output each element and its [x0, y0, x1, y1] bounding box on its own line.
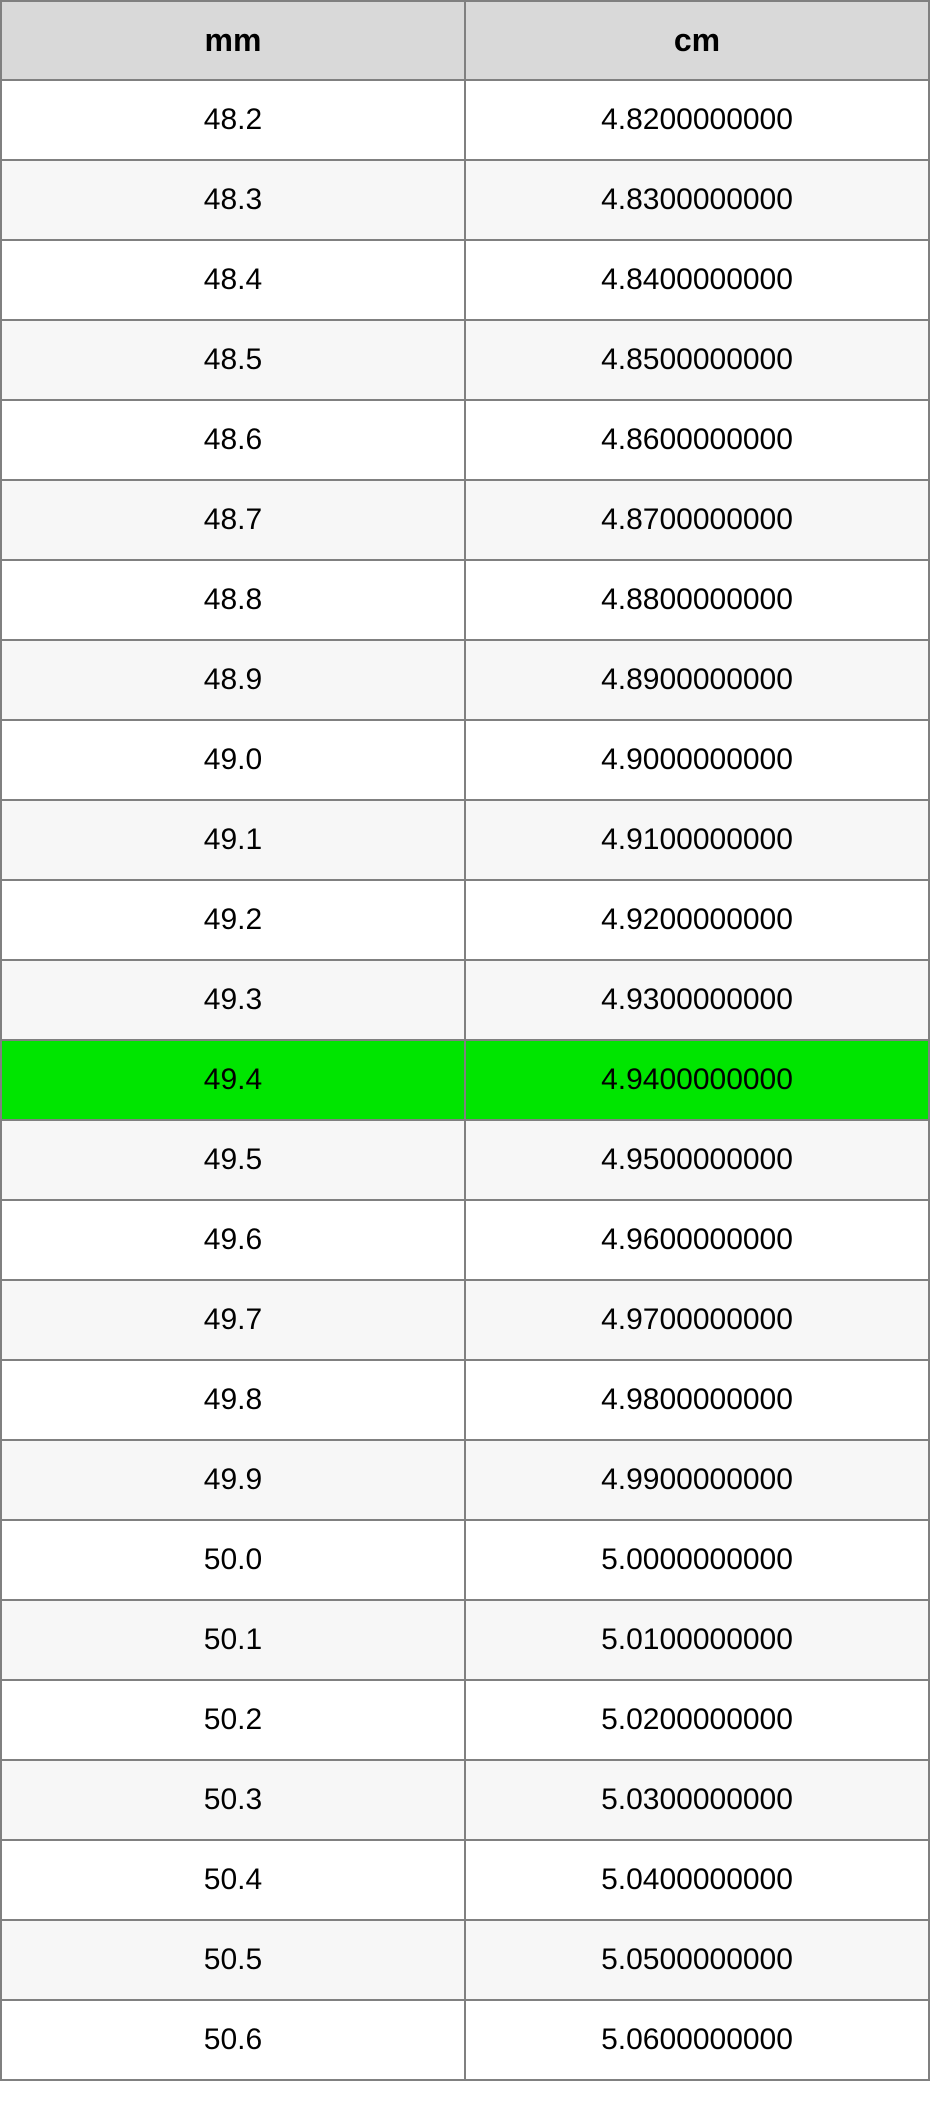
table-row: 50.4 5.0400000000 — [1, 1840, 929, 1920]
table-row: 48.4 4.8400000000 — [1, 240, 929, 320]
table-row: 49.0 4.9000000000 — [1, 720, 929, 800]
cell-cm: 4.8800000000 — [465, 560, 929, 640]
table-row: 50.6 5.0600000000 — [1, 2000, 929, 2080]
cell-cm: 5.0300000000 — [465, 1760, 929, 1840]
cell-mm: 48.6 — [1, 400, 465, 480]
cell-cm: 4.9000000000 — [465, 720, 929, 800]
cell-mm: 48.2 — [1, 80, 465, 160]
table-row: 49.9 4.9900000000 — [1, 1440, 929, 1520]
table-row: 48.7 4.8700000000 — [1, 480, 929, 560]
cell-mm: 49.8 — [1, 1360, 465, 1440]
table-row: 50.5 5.0500000000 — [1, 1920, 929, 2000]
table-row: 50.0 5.0000000000 — [1, 1520, 929, 1600]
table-row: 49.1 4.9100000000 — [1, 800, 929, 880]
cell-mm: 49.1 — [1, 800, 465, 880]
cell-mm: 49.5 — [1, 1120, 465, 1200]
cell-cm: 4.8600000000 — [465, 400, 929, 480]
cell-cm: 4.9400000000 — [465, 1040, 929, 1120]
cell-cm: 4.8300000000 — [465, 160, 929, 240]
cell-cm: 5.0500000000 — [465, 1920, 929, 2000]
cell-cm: 5.0100000000 — [465, 1600, 929, 1680]
cell-cm: 4.8900000000 — [465, 640, 929, 720]
table-row: 49.6 4.9600000000 — [1, 1200, 929, 1280]
cell-cm: 5.0400000000 — [465, 1840, 929, 1920]
cell-mm: 50.0 — [1, 1520, 465, 1600]
cell-mm: 49.9 — [1, 1440, 465, 1520]
cell-cm: 4.9200000000 — [465, 880, 929, 960]
cell-cm: 4.9700000000 — [465, 1280, 929, 1360]
cell-cm: 4.9600000000 — [465, 1200, 929, 1280]
table-body: 48.2 4.8200000000 48.3 4.8300000000 48.4… — [1, 80, 929, 2080]
cell-mm: 49.3 — [1, 960, 465, 1040]
cell-mm: 50.1 — [1, 1600, 465, 1680]
table-row: 50.1 5.0100000000 — [1, 1600, 929, 1680]
cell-mm: 49.0 — [1, 720, 465, 800]
cell-cm: 4.9100000000 — [465, 800, 929, 880]
cell-mm: 49.2 — [1, 880, 465, 960]
cell-cm: 4.9500000000 — [465, 1120, 929, 1200]
table-row: 49.7 4.9700000000 — [1, 1280, 929, 1360]
table-row: 48.9 4.8900000000 — [1, 640, 929, 720]
cell-mm: 49.7 — [1, 1280, 465, 1360]
cell-cm: 5.0600000000 — [465, 2000, 929, 2080]
cell-cm: 4.9800000000 — [465, 1360, 929, 1440]
table-row: 49.2 4.9200000000 — [1, 880, 929, 960]
cell-cm: 4.8700000000 — [465, 480, 929, 560]
cell-mm: 48.9 — [1, 640, 465, 720]
cell-mm: 48.3 — [1, 160, 465, 240]
table-row: 48.5 4.8500000000 — [1, 320, 929, 400]
cell-mm: 50.5 — [1, 1920, 465, 2000]
cell-cm: 4.8200000000 — [465, 80, 929, 160]
cell-mm: 50.6 — [1, 2000, 465, 2080]
table-row: 49.3 4.9300000000 — [1, 960, 929, 1040]
table-row: 48.2 4.8200000000 — [1, 80, 929, 160]
cell-mm: 50.2 — [1, 1680, 465, 1760]
table-row: 48.3 4.8300000000 — [1, 160, 929, 240]
cell-mm: 49.4 — [1, 1040, 465, 1120]
conversion-table: mm cm 48.2 4.8200000000 48.3 4.830000000… — [0, 0, 930, 2081]
cell-mm: 49.6 — [1, 1200, 465, 1280]
table-row: 48.8 4.8800000000 — [1, 560, 929, 640]
column-header-mm: mm — [1, 1, 465, 80]
table-row: 50.3 5.0300000000 — [1, 1760, 929, 1840]
cell-mm: 48.5 — [1, 320, 465, 400]
cell-cm: 4.9900000000 — [465, 1440, 929, 1520]
table-row: 48.6 4.8600000000 — [1, 400, 929, 480]
table-header-row: mm cm — [1, 1, 929, 80]
cell-cm: 4.8500000000 — [465, 320, 929, 400]
column-header-cm: cm — [465, 1, 929, 80]
cell-mm: 50.4 — [1, 1840, 465, 1920]
cell-cm: 5.0000000000 — [465, 1520, 929, 1600]
table-row: 49.5 4.9500000000 — [1, 1120, 929, 1200]
table-row: 50.2 5.0200000000 — [1, 1680, 929, 1760]
cell-mm: 48.8 — [1, 560, 465, 640]
cell-mm: 50.3 — [1, 1760, 465, 1840]
cell-cm: 5.0200000000 — [465, 1680, 929, 1760]
cell-mm: 48.4 — [1, 240, 465, 320]
cell-cm: 4.9300000000 — [465, 960, 929, 1040]
table-row: 49.8 4.9800000000 — [1, 1360, 929, 1440]
cell-cm: 4.8400000000 — [465, 240, 929, 320]
cell-mm: 48.7 — [1, 480, 465, 560]
table-row-highlighted: 49.4 4.9400000000 — [1, 1040, 929, 1120]
